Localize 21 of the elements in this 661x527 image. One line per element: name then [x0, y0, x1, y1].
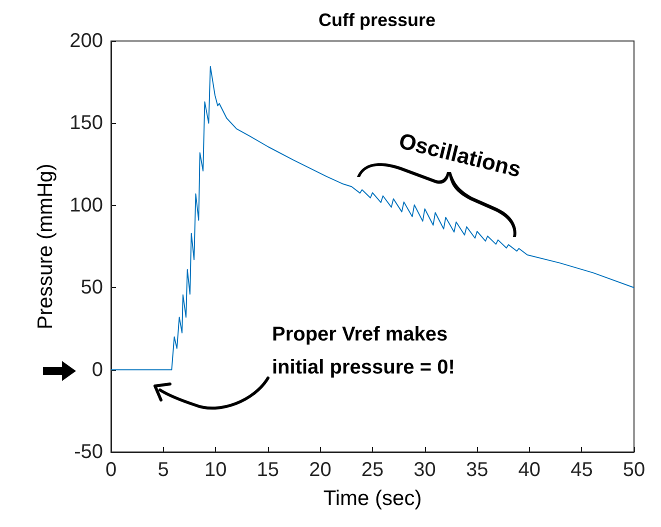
- y-tick-label: 200: [70, 30, 103, 52]
- x-tick-label: 40: [518, 459, 541, 481]
- x-tick-label: 30: [414, 459, 436, 481]
- y-tick-label: 0: [92, 358, 103, 381]
- y-tick-label: 50: [80, 276, 103, 299]
- y-axis-title: Pressure (mmHg): [34, 164, 57, 330]
- y-tick-label: 100: [70, 194, 103, 216]
- x-tick-label: 10: [204, 459, 227, 481]
- x-tick-label: 45: [570, 459, 593, 481]
- y-tick-label: 150: [70, 112, 103, 134]
- x-tick-label: 0: [105, 459, 117, 481]
- x-tick-label: 35: [466, 459, 488, 481]
- x-tick-label: 15: [256, 459, 280, 481]
- y-tick-label: -50: [74, 441, 103, 463]
- chart-title: Cuff pressure: [318, 10, 436, 30]
- annotation: Proper Vref makes initial pressure = 0!: [272, 324, 455, 378]
- x-tick-label: 50: [622, 459, 646, 481]
- x-tick-label: 20: [309, 459, 332, 481]
- x-axis-title: Time (sec): [323, 487, 422, 510]
- x-tick-label: 25: [361, 459, 384, 481]
- x-tick-label: 5: [158, 459, 169, 481]
